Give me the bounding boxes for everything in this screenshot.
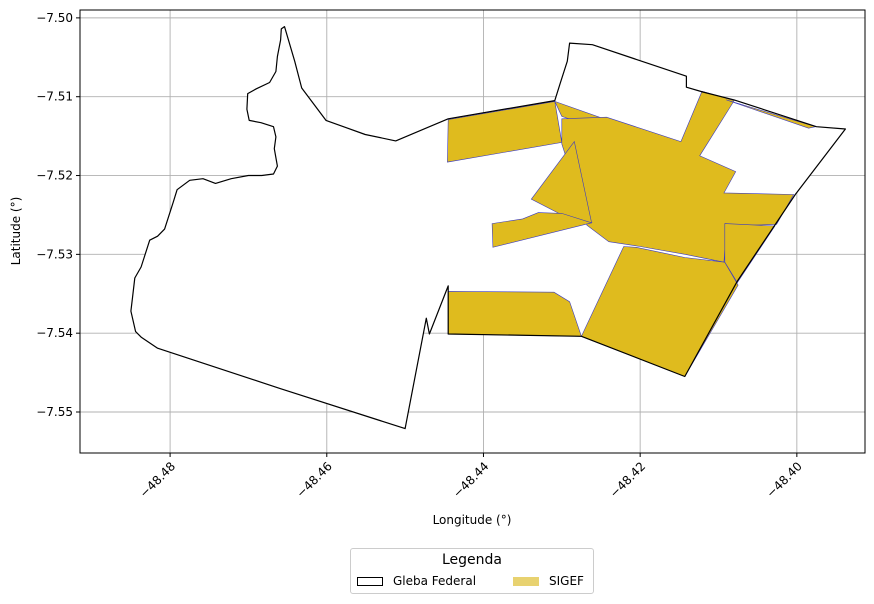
x-tick-label: −48.46 (294, 459, 335, 500)
legend: Legenda Gleba Federal SIGEF (350, 548, 594, 594)
sigef-parcel (726, 99, 816, 129)
x-tick-label: −48.40 (764, 459, 805, 500)
legend-title: Legenda (441, 552, 502, 568)
legend-item-sigef: SIGEF (513, 574, 584, 588)
sigef-parcel (491, 212, 593, 248)
y-axis-label: Latitude (°) (9, 197, 23, 266)
y-tick-label: −7.54 (36, 326, 73, 340)
y-axis-ticks: −7.50 −7.51 −7.52 −7.53 −7.54 −7.55 (36, 11, 80, 419)
legend-swatch-gleba (357, 576, 383, 586)
y-tick-label: −7.50 (36, 11, 73, 25)
y-tick-label: −7.52 (36, 169, 73, 183)
sigef-parcel (447, 291, 582, 337)
legend-swatch-sigef (513, 576, 539, 586)
y-tick-label: −7.53 (36, 247, 73, 261)
x-axis-label: Longitude (°) (433, 513, 512, 527)
sigef-parcels (130, 26, 846, 429)
x-axis-ticks: −48.48 −48.46 −48.44 −48.42 −48.40 (137, 453, 805, 501)
legend-item-gleba: Gleba Federal (357, 574, 476, 588)
legend-label-gleba: Gleba Federal (393, 574, 477, 588)
x-tick-label: −48.48 (137, 459, 178, 500)
gleba-federal-boundary (130, 26, 847, 430)
axes-frame (79, 9, 866, 454)
gleba-federal-outline (130, 26, 847, 430)
x-tick-label: −48.44 (450, 459, 491, 500)
x-tick-label: −48.42 (607, 459, 648, 500)
y-tick-label: −7.55 (36, 405, 73, 419)
sigef-parcel (724, 223, 776, 284)
sigef-parcel (580, 246, 739, 377)
y-tick-label: −7.51 (36, 90, 73, 104)
legend-label-sigef: SIGEF (549, 574, 584, 588)
